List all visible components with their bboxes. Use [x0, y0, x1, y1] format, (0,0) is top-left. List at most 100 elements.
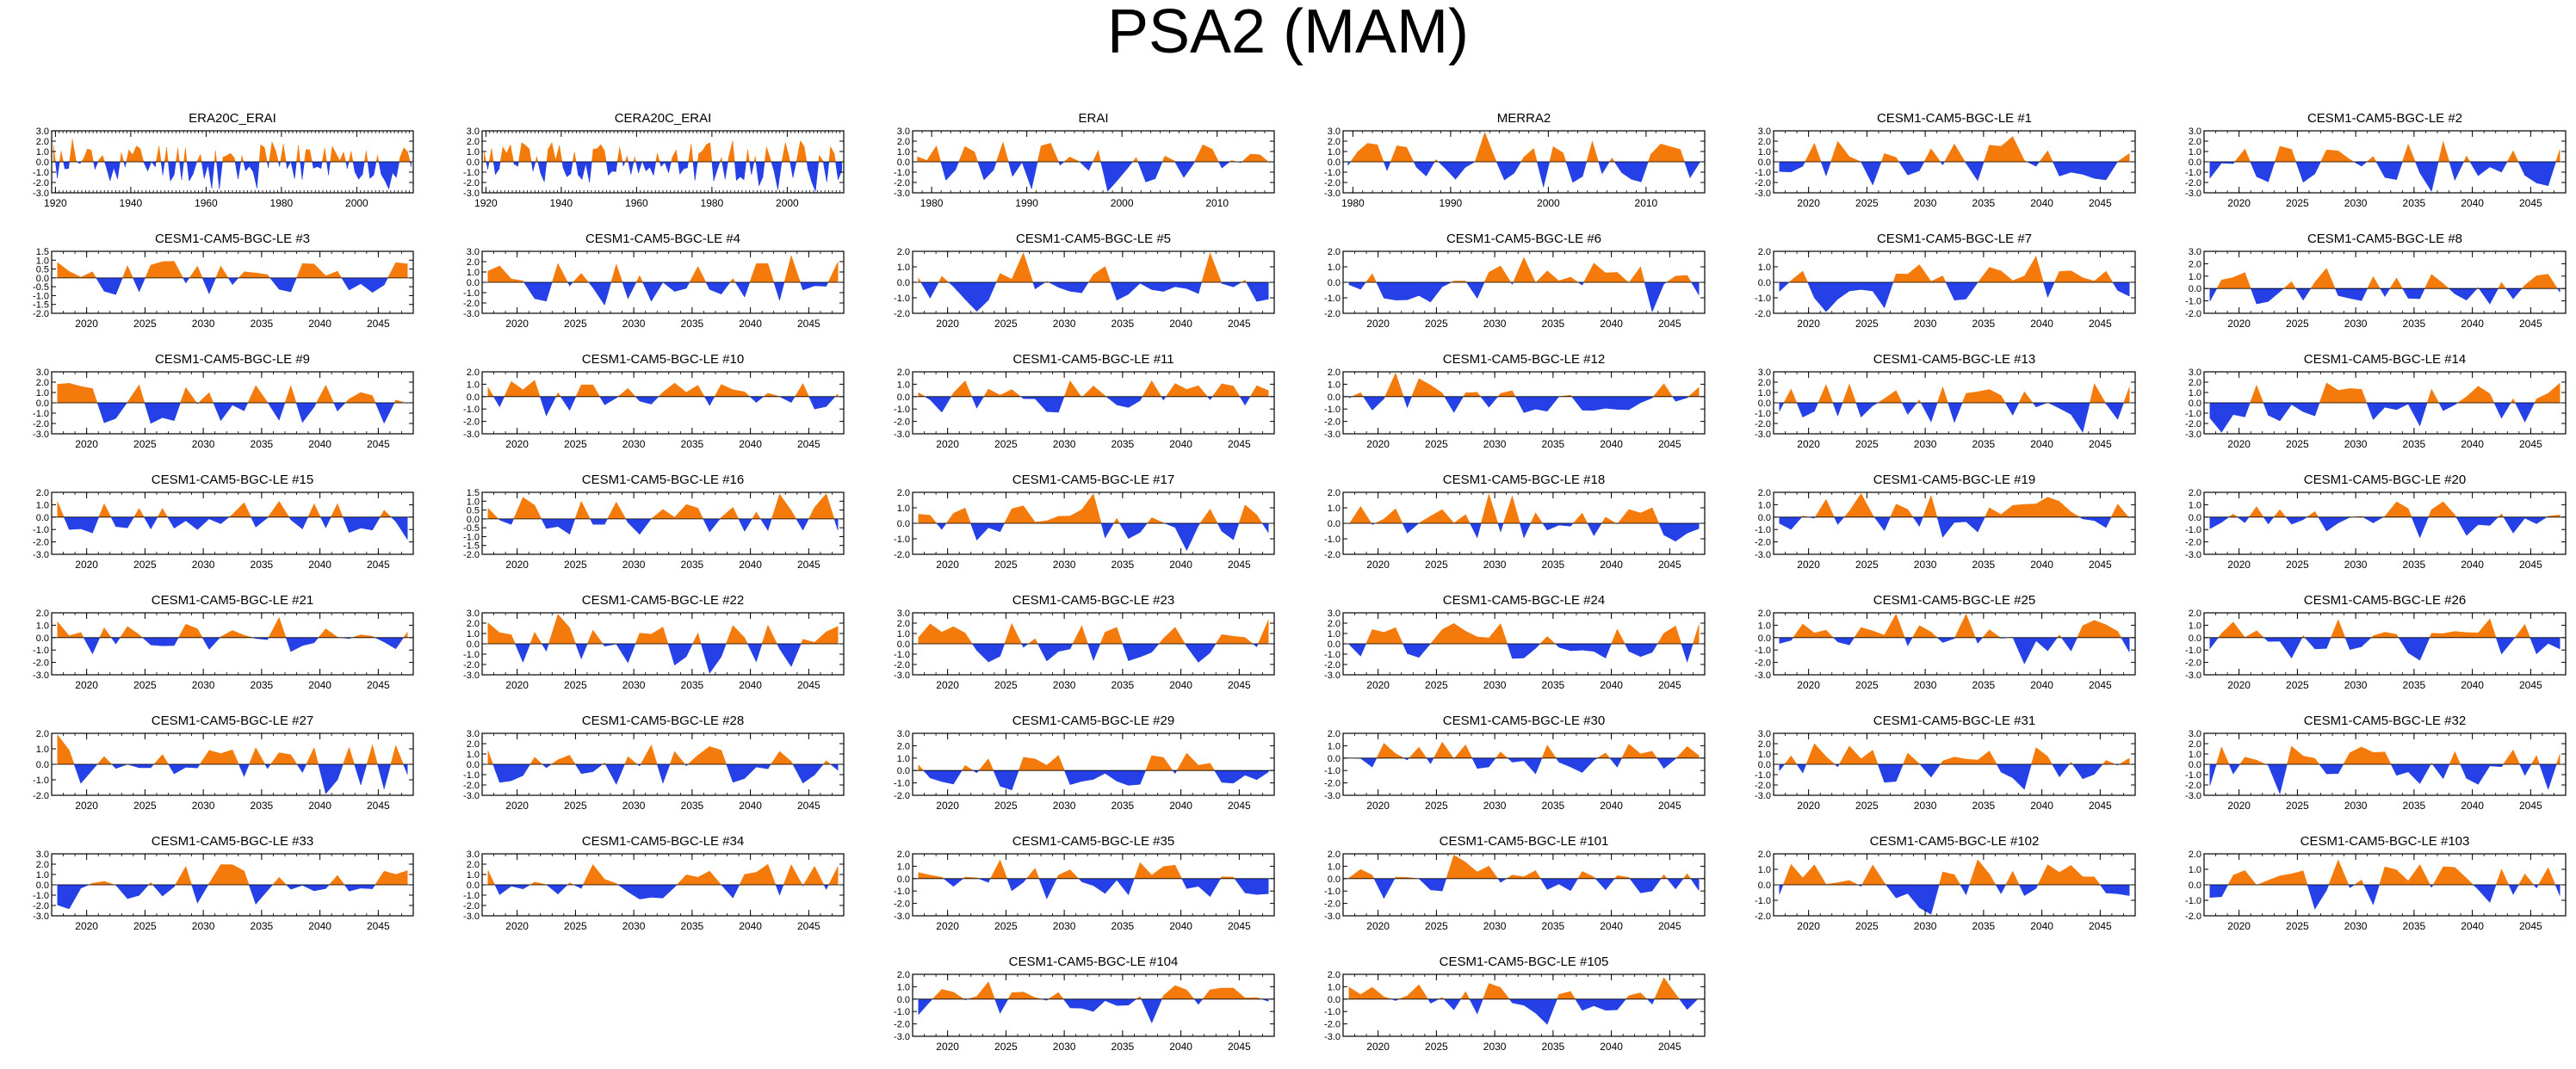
negative-area	[511, 518, 515, 525]
x-tick-label: 1980	[701, 197, 724, 209]
y-tick-label: -1.0	[463, 288, 480, 299]
x-tick-label: 1980	[270, 197, 294, 209]
positive-area	[1648, 153, 1651, 163]
x-tick-label: 2035	[681, 318, 704, 330]
x-tick-label: 2035	[1112, 318, 1135, 330]
negative-area	[2027, 161, 2037, 167]
x-tick-label: 2025	[564, 438, 587, 450]
negative-area	[2344, 637, 2350, 650]
page-title: PSA2 (MAM)	[1106, 0, 1470, 66]
x-tick-label: 2020	[505, 679, 529, 691]
negative-area	[802, 281, 815, 291]
positive-area	[995, 142, 1004, 163]
negative-area	[1046, 396, 1059, 413]
positive-area	[2384, 632, 2397, 639]
x-tick-label: 2035	[1112, 438, 1135, 450]
negative-area	[1825, 161, 1831, 176]
y-tick-label: 3.0	[467, 247, 480, 257]
chart-panel: CESM1-CAM5-BGC-LE #83.02.01.00.0-1.0-2.0…	[2185, 232, 2567, 330]
negative-area	[790, 396, 796, 404]
positive-area	[1890, 504, 1897, 518]
x-tick-label: 2035	[2403, 318, 2426, 330]
negative-area	[667, 643, 675, 665]
positive-area	[744, 391, 751, 398]
positive-area	[2234, 148, 2245, 163]
x-tick-label: 2020	[75, 318, 98, 330]
negative-area	[575, 161, 579, 176]
positive-area	[828, 146, 831, 163]
negative-area	[1081, 281, 1089, 294]
negative-area	[57, 161, 60, 178]
negative-area	[599, 396, 605, 406]
negative-area	[1023, 643, 1030, 648]
positive-area	[651, 627, 664, 645]
positive-area	[2012, 136, 2025, 163]
positive-area	[1825, 384, 1834, 404]
y-tick-label: -1.0	[1324, 405, 1341, 415]
positive-area	[655, 153, 658, 163]
positive-area	[639, 275, 643, 283]
negative-area	[1689, 161, 1700, 179]
y-tick-label: -1.0	[2185, 297, 2201, 307]
positive-area	[2501, 281, 2506, 289]
positive-area	[1093, 385, 1105, 398]
x-tick-label: 2040	[308, 318, 331, 330]
negative-area	[971, 396, 977, 409]
x-tick-label: 2040	[739, 318, 762, 330]
positive-area	[1069, 156, 1080, 163]
positive-area	[1058, 516, 1071, 524]
negative-area	[2350, 637, 2362, 651]
x-tick-label: 2020	[936, 318, 959, 330]
negative-area	[2094, 161, 2107, 181]
negative-area	[1376, 281, 1384, 299]
y-tick-label: -3.0	[2185, 188, 2201, 199]
negative-area	[1116, 396, 1129, 408]
y-tick-label: 1.0	[467, 380, 480, 390]
negative-area	[1936, 637, 1943, 644]
negative-area	[1644, 281, 1653, 312]
positive-area	[1081, 493, 1094, 524]
positive-area	[1896, 504, 1909, 518]
positive-area	[307, 504, 315, 518]
negative-area	[773, 161, 778, 190]
negative-area	[1512, 643, 1525, 659]
y-tick-label: -2.0	[33, 419, 49, 429]
negative-area	[1151, 643, 1160, 653]
positive-area	[1848, 156, 1861, 163]
positive-area	[2053, 271, 2060, 283]
negative-area	[641, 161, 647, 171]
positive-area	[1435, 158, 1440, 163]
negative-area	[492, 161, 496, 175]
negative-area	[1453, 396, 1464, 414]
positive-area	[325, 385, 334, 404]
negative-area	[662, 281, 675, 293]
positive-area	[136, 145, 141, 163]
positive-area	[290, 385, 297, 404]
y-tick-label: 1.0	[897, 147, 910, 158]
positive-area	[2466, 155, 2471, 163]
x-tick-label: 2030	[192, 438, 215, 450]
chart-panel: CESM1-CAM5-BGC-LE #192.01.00.0-1.0-2.0-3…	[1755, 473, 2136, 571]
negative-area	[279, 161, 281, 167]
negative-area	[2536, 161, 2548, 187]
positive-area	[1087, 274, 1094, 283]
negative-area	[2105, 402, 2118, 421]
x-tick-label: 2035	[1972, 197, 1996, 209]
negative-area	[2489, 516, 2499, 527]
negative-area	[1975, 637, 1978, 644]
y-tick-label: 1.0	[36, 500, 49, 510]
negative-area	[604, 281, 612, 306]
y-tick-label: -1.0	[2185, 168, 2201, 178]
positive-area	[779, 493, 792, 520]
positive-area	[1802, 623, 1815, 639]
negative-area	[523, 643, 531, 663]
x-tick-label: 2040	[1600, 438, 1623, 450]
positive-area	[296, 263, 303, 279]
x-tick-label: 2025	[1425, 559, 1448, 571]
negative-area	[1582, 643, 1595, 652]
negative-area	[1658, 522, 1664, 535]
positive-area	[1989, 507, 2002, 518]
positive-area	[826, 626, 839, 645]
negative-area	[1119, 522, 1129, 540]
chart-panel: CESM1-CAM5-BGC-LE #243.02.01.00.0-1.0-2.…	[1324, 593, 1706, 691]
